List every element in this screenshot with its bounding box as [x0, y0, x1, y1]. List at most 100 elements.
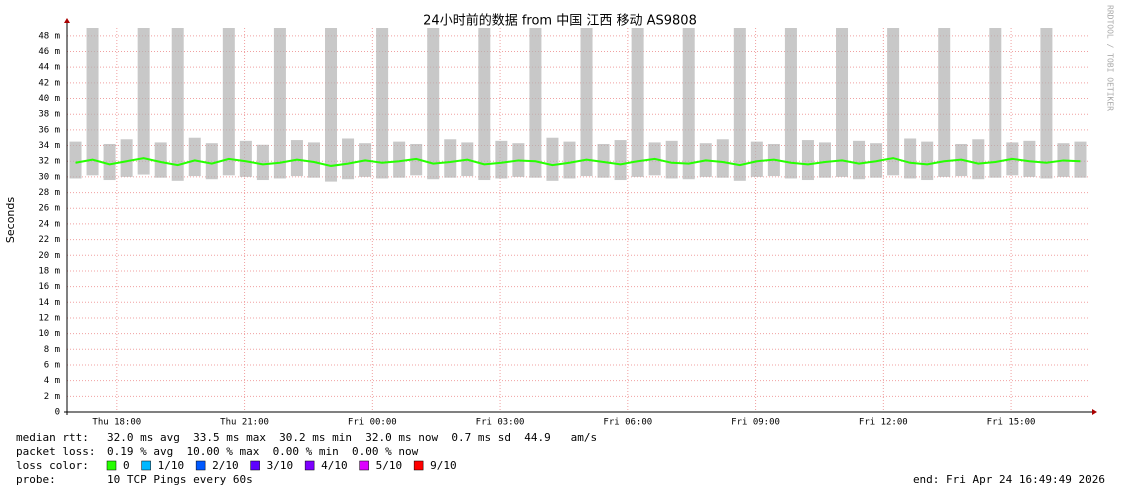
x-tick-label: Fri 03:00	[476, 418, 525, 428]
legend-label: 0	[123, 459, 130, 472]
smoke	[972, 139, 985, 180]
smoke	[614, 140, 627, 181]
y-tick-label: 0	[55, 408, 60, 418]
smoke	[887, 28, 900, 176]
smoke	[921, 141, 934, 181]
smoke	[427, 28, 440, 180]
x-arrow	[1092, 409, 1097, 415]
smoke	[256, 144, 269, 181]
y-tick-label: 26 m	[38, 204, 60, 214]
smoke	[478, 28, 491, 181]
legend-swatch	[141, 460, 151, 471]
smoke	[342, 138, 355, 180]
y-tick-label: 34 m	[38, 141, 60, 151]
legend-swatch	[106, 460, 117, 471]
legend-swatch	[250, 460, 260, 471]
y-tick-label: 12 m	[38, 313, 60, 323]
smoke	[290, 140, 303, 177]
smoke	[1040, 28, 1053, 179]
y-tick-label: 30 m	[38, 172, 60, 182]
loss-label: loss color:	[16, 459, 89, 472]
y-tick-label: 18 m	[38, 266, 60, 276]
x-tick-label: Fri 15:00	[987, 418, 1036, 428]
x-tick-label: Fri 12:00	[859, 418, 908, 428]
smoke	[495, 140, 508, 179]
smoke	[154, 142, 167, 178]
smoke	[801, 140, 814, 181]
x-tick-label: Fri 06:00	[603, 418, 652, 428]
smoke	[784, 28, 797, 179]
smoke	[273, 28, 286, 179]
legend-swatch	[304, 460, 315, 471]
probe-label: probe:	[16, 473, 56, 486]
stat-label: packet loss:	[16, 445, 95, 458]
smoke	[904, 138, 917, 179]
smoke	[563, 141, 576, 179]
y-tick-label: 40 m	[38, 94, 60, 104]
smoke	[239, 140, 252, 177]
y-tick-label: 28 m	[38, 188, 60, 198]
smoke	[836, 28, 849, 177]
y-tick-label: 14 m	[38, 298, 60, 308]
smoke	[1023, 140, 1036, 177]
y-tick-label: 4 m	[44, 376, 60, 386]
legend-label: 3/10	[267, 459, 294, 472]
smoke	[171, 28, 184, 181]
chart-title: 24小时前的数据 from 中国 江西 移动 AS9808	[423, 13, 697, 29]
smoke	[120, 139, 133, 177]
x-tick-label: Fri 00:00	[348, 418, 397, 428]
stat-value: 32.0 ms avg 33.5 ms max 30.2 ms min 32.0…	[107, 431, 597, 444]
y-tick-label: 36 m	[38, 125, 60, 135]
watermark: RRDTOOL / TOBI OETIKER	[1106, 5, 1115, 111]
x-tick-label: Thu 21:00	[220, 418, 269, 428]
smoke	[631, 28, 644, 177]
y-axis-label: Seconds	[4, 197, 17, 243]
y-tick-label: 16 m	[38, 282, 60, 292]
smoke	[325, 28, 338, 182]
end-time: end: Fri Apr 24 16:49:49 2026	[913, 473, 1105, 486]
smoke	[103, 143, 116, 181]
smoke	[393, 141, 406, 178]
y-tick-label: 6 m	[44, 360, 60, 370]
y-tick-label: 48 m	[38, 31, 60, 41]
smoke	[938, 28, 951, 177]
stat-value: 0.19 % avg 10.00 % max 0.00 % min 0.00 %…	[107, 445, 419, 458]
smoke	[989, 28, 1002, 178]
y-arrow	[64, 18, 70, 23]
smoke	[69, 141, 82, 179]
legend-label: 5/10	[376, 459, 403, 472]
stat-label: median rtt:	[16, 431, 89, 444]
smoke	[1074, 141, 1087, 178]
y-tick-label: 42 m	[38, 78, 60, 88]
smoke	[86, 28, 99, 176]
smoke	[444, 139, 457, 178]
smoke	[597, 143, 610, 178]
smoke	[529, 28, 542, 178]
smoke	[205, 143, 218, 180]
median-line	[75, 157, 1081, 167]
y-tick-label: 20 m	[38, 251, 60, 261]
smoke	[137, 28, 150, 175]
smoke	[716, 139, 729, 178]
y-tick-label: 10 m	[38, 329, 60, 339]
y-tick-label: 22 m	[38, 235, 60, 245]
smoke	[376, 28, 389, 179]
legend-swatch	[195, 460, 206, 471]
y-tick-label: 8 m	[44, 345, 60, 355]
x-tick-label: Thu 18:00	[92, 418, 141, 428]
y-tick-label: 44 m	[38, 63, 60, 73]
smoke	[750, 141, 763, 177]
y-tick-label: 38 m	[38, 110, 60, 120]
smoke	[222, 28, 235, 176]
smoke	[853, 140, 866, 180]
x-tick-label: Fri 09:00	[731, 418, 780, 428]
smoke	[307, 142, 320, 178]
y-tick-label: 32 m	[38, 157, 60, 167]
legend-label: 1/10	[158, 459, 185, 472]
legend-label: 9/10	[430, 459, 457, 472]
legend-swatch	[359, 460, 369, 471]
legend-label: 4/10	[321, 459, 348, 472]
smoke	[665, 140, 678, 179]
